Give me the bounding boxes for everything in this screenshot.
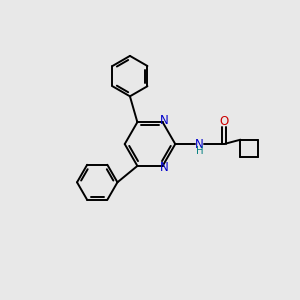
Text: O: O (219, 115, 229, 128)
Text: N: N (159, 160, 168, 174)
Text: N: N (195, 138, 204, 151)
Text: N: N (159, 115, 168, 128)
Text: H: H (196, 146, 203, 156)
